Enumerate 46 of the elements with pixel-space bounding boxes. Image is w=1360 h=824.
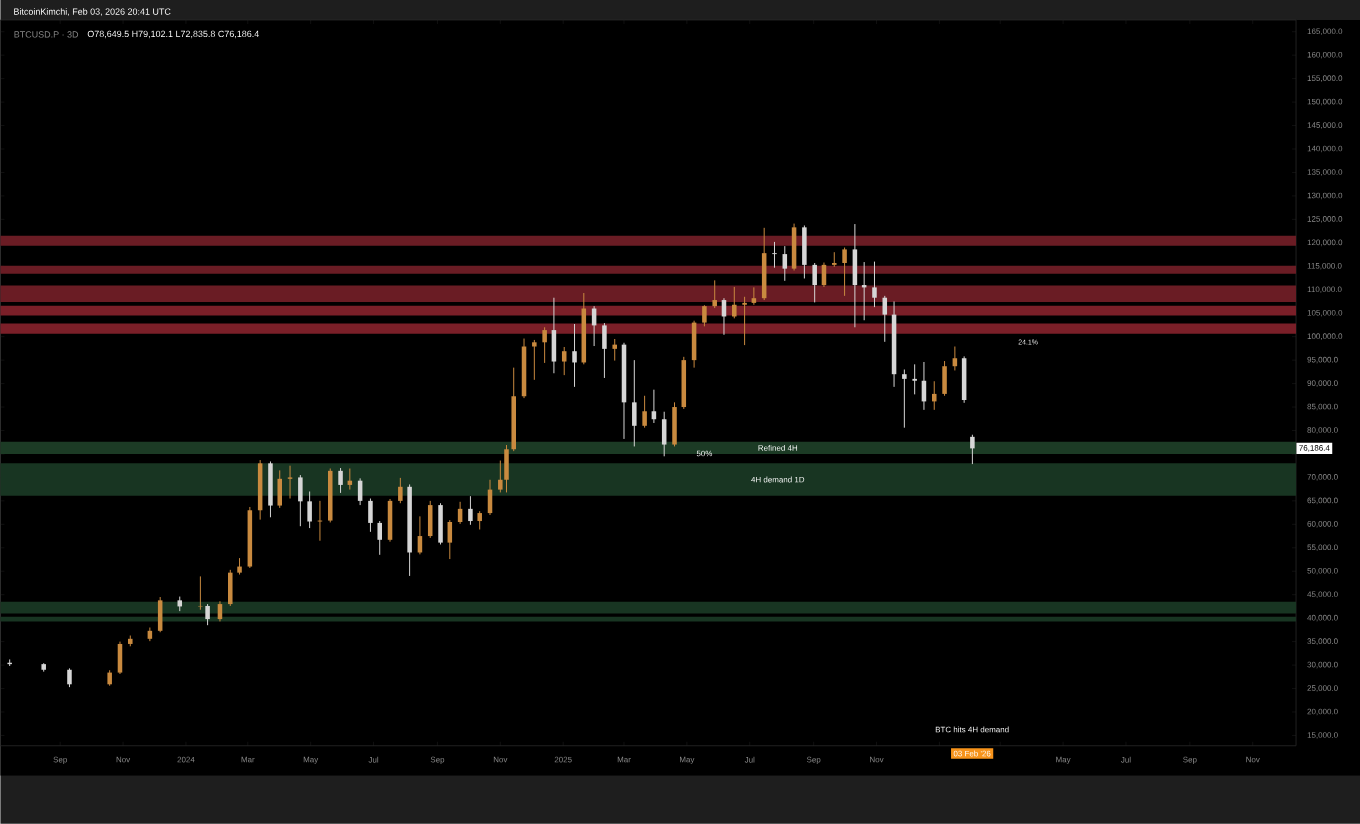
candlestick <box>732 286 737 319</box>
candlestick <box>751 287 757 306</box>
candlestick <box>872 261 877 308</box>
candlestick <box>551 297 557 374</box>
candlestick <box>970 434 975 465</box>
candlestick <box>842 247 847 297</box>
candlestick <box>742 296 747 346</box>
candlestick <box>277 470 283 509</box>
candlestick <box>268 461 273 518</box>
candlestick <box>368 498 373 533</box>
candlestick <box>642 395 647 429</box>
candlestick <box>772 241 777 269</box>
candlestick <box>157 596 163 633</box>
candlestick <box>632 359 637 448</box>
candlestick <box>602 322 607 379</box>
candlestick <box>661 411 667 457</box>
candlestick <box>931 380 937 411</box>
candlestick <box>377 520 382 556</box>
candlestick <box>782 245 788 282</box>
candlestick <box>672 401 677 448</box>
candlestick <box>338 467 343 494</box>
candlestick <box>812 262 817 304</box>
candlestick <box>561 346 567 376</box>
candlestick <box>228 569 233 607</box>
candlestick <box>532 339 537 381</box>
candlestick <box>287 465 293 500</box>
candlestick <box>298 474 303 527</box>
candlestick <box>307 491 312 529</box>
candlestick <box>317 500 323 542</box>
candlestick <box>902 369 907 429</box>
candlestick <box>477 510 482 531</box>
candlestick <box>468 495 473 526</box>
candlestick <box>942 360 947 397</box>
candlestick <box>912 363 917 395</box>
candlestick <box>612 338 617 362</box>
candlestick <box>205 603 210 626</box>
candlestick <box>398 477 403 504</box>
candlestick <box>712 279 717 309</box>
candlestick <box>67 667 72 688</box>
candlestick <box>504 444 509 494</box>
candlestick <box>702 304 707 327</box>
candlestick <box>802 225 807 280</box>
candlestick <box>542 326 547 364</box>
candlestick <box>791 223 797 272</box>
candlestick <box>438 502 443 546</box>
candlestick <box>572 323 577 388</box>
